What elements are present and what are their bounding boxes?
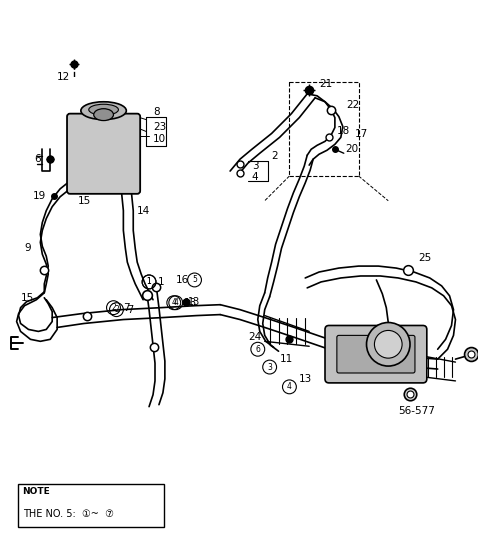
- Text: 8: 8: [153, 107, 160, 117]
- Text: 56-577: 56-577: [398, 406, 435, 416]
- FancyBboxPatch shape: [67, 114, 140, 194]
- Text: 4: 4: [173, 298, 178, 307]
- Text: 20: 20: [345, 144, 358, 154]
- Text: 17: 17: [355, 130, 368, 139]
- Text: 6: 6: [35, 154, 41, 164]
- Text: 21: 21: [319, 79, 332, 89]
- FancyBboxPatch shape: [18, 484, 164, 528]
- Text: 7: 7: [127, 305, 133, 315]
- Text: 9: 9: [24, 243, 31, 253]
- Text: 6: 6: [255, 345, 260, 354]
- Text: 2: 2: [111, 303, 116, 312]
- Text: 25: 25: [418, 253, 431, 263]
- Text: 22: 22: [347, 100, 360, 110]
- Text: 10: 10: [153, 135, 166, 144]
- Text: 24: 24: [248, 332, 261, 343]
- Circle shape: [374, 330, 402, 358]
- Text: 1: 1: [158, 277, 165, 287]
- Text: 4: 4: [252, 172, 259, 182]
- Text: 7: 7: [123, 302, 130, 313]
- Text: 13: 13: [300, 374, 312, 384]
- Text: 4: 4: [171, 298, 176, 307]
- Text: 15: 15: [21, 293, 34, 302]
- Text: 1: 1: [147, 277, 151, 287]
- Text: 1: 1: [147, 277, 151, 287]
- FancyBboxPatch shape: [337, 335, 415, 373]
- Text: 13: 13: [184, 298, 197, 307]
- Text: 2: 2: [114, 305, 119, 314]
- Text: 4: 4: [287, 382, 292, 391]
- Text: 5: 5: [192, 276, 197, 284]
- Text: 11: 11: [279, 354, 293, 364]
- Text: 15: 15: [78, 196, 91, 206]
- Text: 3: 3: [252, 161, 259, 171]
- Text: 14: 14: [137, 206, 150, 216]
- Text: 12: 12: [57, 72, 71, 82]
- Text: 16: 16: [176, 275, 189, 285]
- FancyBboxPatch shape: [325, 326, 427, 383]
- Text: 3: 3: [267, 362, 272, 372]
- Text: 19: 19: [33, 191, 46, 201]
- Text: 2: 2: [272, 151, 278, 161]
- Ellipse shape: [94, 109, 113, 121]
- Ellipse shape: [89, 104, 119, 115]
- Text: NOTE: NOTE: [23, 488, 50, 496]
- Text: 23: 23: [153, 121, 166, 132]
- Ellipse shape: [81, 102, 126, 120]
- Text: 13: 13: [188, 296, 200, 307]
- Text: THE NO. 5:  ①~  ⑦: THE NO. 5: ①~ ⑦: [23, 508, 113, 519]
- Text: 18: 18: [337, 126, 350, 137]
- Circle shape: [367, 322, 410, 366]
